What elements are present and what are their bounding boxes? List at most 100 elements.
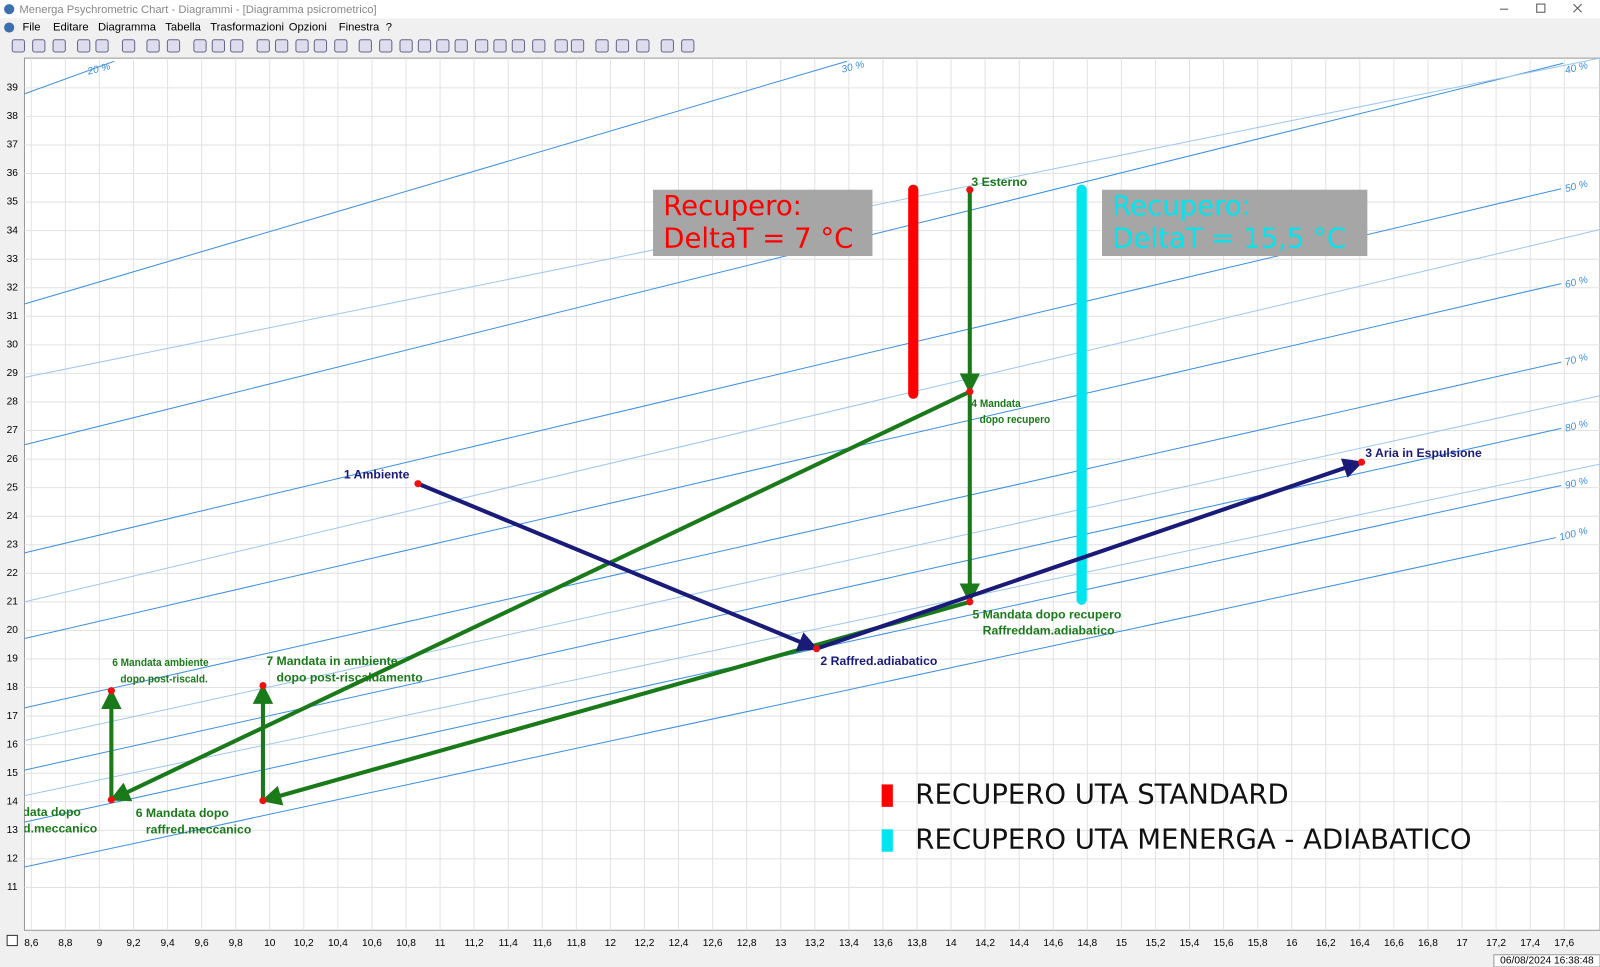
annotation-text: Recupero: [1112, 190, 1251, 222]
toolbar-button[interactable] [146, 39, 160, 53]
toolbar-button[interactable] [636, 39, 650, 53]
x-tick-label: 15,2 [1146, 938, 1166, 949]
x-tick-label: 9,2 [126, 938, 140, 949]
annotation-box [653, 189, 873, 257]
rh-label: 80 % [1564, 418, 1589, 434]
x-tick-label: 9,4 [160, 938, 174, 949]
y-tick-label: 26 [7, 454, 19, 465]
x-tick-label: 8,6 [24, 938, 38, 949]
point-label: 7 Mandata in ambiente [266, 654, 397, 668]
toolbar-button[interactable] [193, 39, 207, 53]
toolbar-button[interactable] [454, 39, 468, 53]
menu-item[interactable]: ? [386, 22, 392, 34]
state-point [966, 598, 974, 606]
x-tick-label: 17,2 [1486, 938, 1506, 949]
point-label: 4 Mandata [971, 397, 1020, 410]
point-label: 6 Mandata dopo [136, 806, 229, 820]
toolbar-button[interactable] [256, 39, 270, 53]
point-label: 6 Mandata dopo [0, 805, 81, 819]
menu-item[interactable]: File [22, 22, 40, 34]
rh-curve [24, 463, 1600, 797]
menu-item[interactable]: Diagramma [98, 22, 157, 34]
toolbar-button[interactable] [166, 39, 181, 53]
x-tick-label: 14 [945, 938, 957, 949]
toolbar-button[interactable] [475, 39, 489, 53]
toolbar-button[interactable] [211, 39, 225, 53]
toolbar-button[interactable] [681, 39, 695, 53]
y-tick-label: 24 [7, 511, 19, 522]
state-point [107, 687, 115, 695]
y-tick-label: 33 [7, 254, 19, 265]
menu-icon [4, 22, 15, 33]
toolbar-button[interactable] [95, 39, 109, 53]
toolbar-button[interactable] [511, 39, 525, 53]
toolbar-button[interactable] [313, 39, 328, 53]
toolbar-button[interactable] [77, 39, 91, 53]
state-point [414, 480, 422, 488]
x-tick-label: 10,6 [362, 938, 382, 949]
menu-bar: File Editare Diagramma Tabella Trasformazion… [4, 22, 392, 34]
toolbar-button[interactable] [52, 39, 66, 53]
y-tick-label: 18 [7, 682, 19, 693]
toolbar-button[interactable] [32, 39, 46, 53]
title-bar [0, 0, 1600, 19]
checkbox[interactable] [6, 934, 18, 947]
x-tick-label: 16,2 [1316, 938, 1336, 949]
point-label: raffred.meccanico [0, 822, 97, 836]
x-tick-label: 13,4 [839, 938, 859, 949]
x-tick-label: 15,8 [1248, 938, 1268, 949]
y-tick-label: 23 [7, 539, 19, 550]
toolbar-button[interactable] [615, 39, 630, 53]
toolbar-button[interactable] [358, 39, 372, 53]
point-label: 3 Aria in Espulsione [1365, 446, 1482, 460]
toolbar-button[interactable] [11, 39, 26, 53]
rh-curve [24, 361, 1562, 709]
rh-label: 30 % [841, 59, 866, 75]
point-label: 3 Esterno [971, 175, 1027, 189]
y-tick-label: 14 [7, 796, 19, 807]
rh-curve [24, 427, 1562, 771]
y-tick-label: 15 [7, 768, 19, 779]
point-label: 5 Mandata dopo recupero [972, 607, 1121, 621]
toolbar-button[interactable] [532, 39, 546, 53]
toolbar-button[interactable] [436, 39, 450, 53]
x-tick-label: 15,6 [1214, 938, 1234, 949]
menu-item[interactable]: Trasformazioni [210, 22, 284, 34]
toolbar-button[interactable] [399, 39, 413, 53]
toolbar-button[interactable] [121, 39, 136, 53]
x-tick-label: 9,8 [229, 938, 243, 949]
x-tick-label: 11,4 [499, 938, 518, 949]
y-tick-label: 28 [7, 397, 19, 408]
toolbar-button[interactable] [334, 39, 348, 53]
toolbar-button[interactable] [595, 39, 609, 53]
window-controls[interactable] [1500, 3, 1582, 13]
y-tick-label: 11 [7, 882, 18, 893]
toolbar-button[interactable] [230, 39, 244, 53]
y-tick-label: 27 [7, 425, 19, 436]
toolbar-button[interactable] [493, 39, 507, 53]
y-tick-label: 37 [7, 140, 19, 151]
menu-item[interactable]: Editare [53, 22, 89, 34]
menu-item[interactable]: Finestra [339, 22, 380, 34]
rh-curve [24, 485, 1562, 823]
toolbar-button[interactable] [275, 39, 289, 53]
toolbar-button[interactable] [554, 39, 568, 53]
toolbar-button[interactable] [379, 39, 393, 53]
x-tick-label: 12,2 [635, 938, 655, 949]
legend-label: RECUPERO UTA MENERGA - ADIABATICO [915, 824, 1471, 856]
toolbar-button[interactable] [570, 39, 585, 53]
x-tick-label: 12,8 [737, 938, 757, 949]
x-tick-label: 11,2 [465, 938, 484, 949]
state-point [259, 681, 267, 690]
rh-curve [24, 229, 1600, 603]
toolbar-button[interactable] [660, 39, 674, 53]
menu-item[interactable]: Tabella [165, 22, 201, 34]
menu-item[interactable]: Opzioni [289, 22, 327, 34]
x-tick-label: 17,6 [1554, 938, 1574, 949]
x-tick-label: 17 [1456, 938, 1468, 949]
rh-curve [24, 395, 1600, 742]
toolbar-button[interactable] [295, 39, 309, 53]
toolbar-button[interactable] [417, 39, 432, 53]
y-tick-label: 21 [7, 597, 19, 608]
